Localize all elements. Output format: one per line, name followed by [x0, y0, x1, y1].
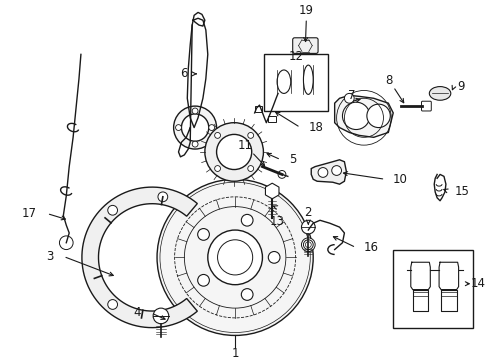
Bar	[392, 249, 472, 328]
Ellipse shape	[428, 86, 450, 100]
Circle shape	[153, 308, 168, 324]
FancyBboxPatch shape	[421, 101, 430, 111]
Text: 14: 14	[469, 277, 484, 290]
Text: 18: 18	[307, 121, 323, 134]
Circle shape	[241, 289, 252, 300]
Text: 12: 12	[288, 50, 304, 63]
Circle shape	[247, 166, 253, 171]
Circle shape	[214, 132, 220, 138]
FancyBboxPatch shape	[292, 38, 317, 53]
Circle shape	[366, 104, 389, 127]
Circle shape	[216, 134, 251, 170]
Circle shape	[247, 132, 253, 138]
Bar	[268, 116, 276, 122]
Bar	[254, 106, 262, 112]
Text: 7: 7	[348, 89, 355, 102]
Circle shape	[107, 206, 117, 215]
Circle shape	[301, 238, 314, 252]
Text: 13: 13	[269, 215, 284, 228]
Circle shape	[268, 252, 280, 263]
Circle shape	[158, 192, 167, 202]
Text: 1: 1	[231, 347, 238, 360]
Circle shape	[204, 123, 263, 181]
Text: 11: 11	[237, 139, 252, 152]
Polygon shape	[265, 183, 278, 199]
Circle shape	[317, 168, 327, 177]
Polygon shape	[82, 187, 197, 328]
Text: 5: 5	[288, 153, 296, 166]
Circle shape	[158, 313, 167, 323]
Circle shape	[301, 220, 314, 234]
Circle shape	[208, 125, 214, 130]
Circle shape	[192, 141, 198, 147]
Circle shape	[344, 93, 353, 103]
Circle shape	[342, 102, 369, 130]
Circle shape	[241, 215, 252, 226]
Text: 8: 8	[385, 74, 392, 87]
Text: 10: 10	[391, 173, 407, 186]
Text: 17: 17	[22, 207, 37, 220]
Text: 2: 2	[304, 206, 311, 219]
Text: 3: 3	[46, 250, 53, 263]
Text: 4: 4	[134, 306, 141, 319]
Text: 16: 16	[363, 241, 378, 254]
Polygon shape	[310, 160, 346, 184]
Text: 9: 9	[457, 80, 464, 93]
Circle shape	[214, 166, 220, 171]
Text: 6: 6	[179, 67, 187, 80]
Polygon shape	[334, 95, 392, 137]
Circle shape	[331, 166, 341, 175]
Text: 15: 15	[454, 185, 468, 198]
Circle shape	[60, 236, 73, 249]
Circle shape	[173, 106, 216, 149]
Circle shape	[181, 114, 208, 141]
Text: 19: 19	[298, 4, 313, 17]
Bar	[264, 54, 327, 111]
Circle shape	[197, 274, 209, 286]
Circle shape	[107, 300, 117, 309]
Circle shape	[175, 125, 181, 130]
Circle shape	[207, 230, 262, 285]
Circle shape	[278, 171, 285, 178]
Circle shape	[192, 108, 198, 114]
Circle shape	[197, 229, 209, 240]
Circle shape	[157, 179, 312, 336]
